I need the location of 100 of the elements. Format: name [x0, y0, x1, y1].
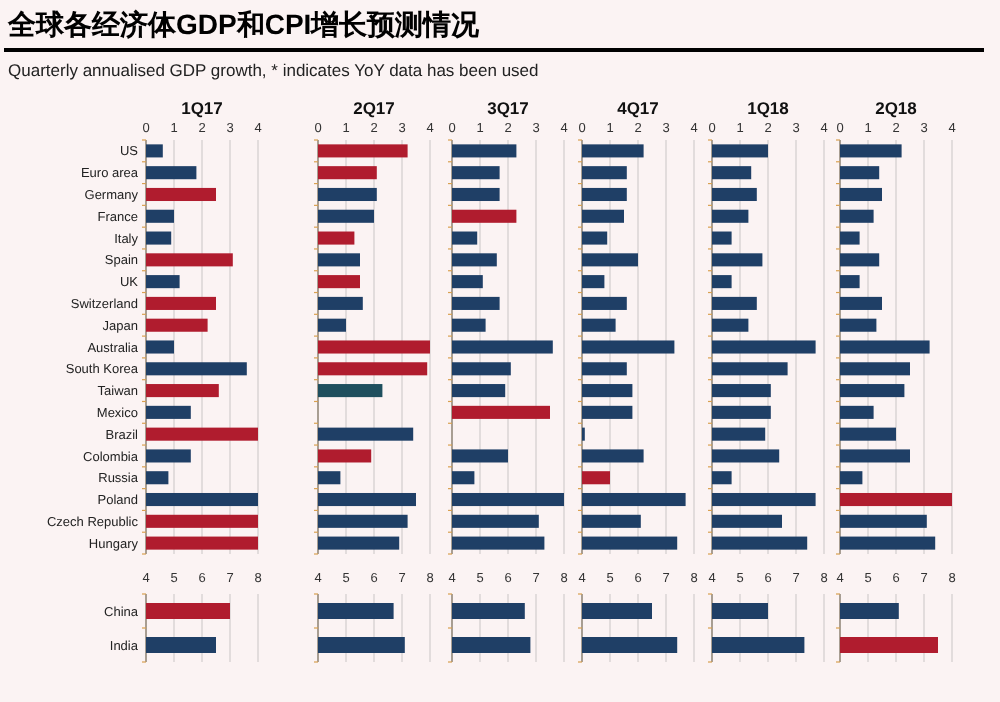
bar [146, 384, 219, 398]
bar [582, 449, 644, 463]
bar [582, 144, 644, 158]
bar [146, 362, 247, 376]
bar [712, 231, 732, 245]
bar [146, 514, 258, 528]
bar [452, 492, 564, 507]
bar [318, 492, 416, 507]
bar [582, 187, 627, 202]
bar [146, 471, 169, 485]
bar [840, 405, 874, 419]
bar [840, 384, 905, 398]
bar [582, 492, 686, 507]
bar [840, 231, 860, 245]
chart-title: 1Q18 [747, 98, 790, 118]
bar [318, 275, 360, 289]
bar [452, 231, 478, 245]
bar [146, 166, 197, 180]
bar [318, 536, 400, 550]
bar [318, 449, 372, 463]
bar [452, 536, 545, 550]
bar [318, 427, 414, 441]
bar [840, 318, 877, 332]
bar [146, 253, 233, 267]
chart-title: 4Q17 [617, 98, 660, 118]
bar [712, 166, 752, 180]
bar [452, 253, 497, 267]
bar [712, 144, 768, 158]
bar [146, 275, 180, 289]
bar [840, 275, 860, 289]
bar [840, 144, 902, 158]
bar [318, 253, 360, 267]
bar [146, 449, 191, 463]
bar [582, 296, 627, 310]
bar [712, 253, 763, 267]
bar [452, 144, 517, 158]
bar [452, 340, 553, 354]
bar [582, 253, 638, 267]
bar [582, 318, 616, 332]
bar [452, 275, 483, 289]
bar [146, 340, 174, 354]
bar [452, 471, 475, 485]
chart-title: 3Q17 [487, 98, 530, 118]
bar [452, 362, 511, 376]
bar [318, 144, 408, 158]
bar [582, 166, 627, 180]
bar [712, 492, 816, 507]
bar [582, 362, 627, 376]
bar [582, 405, 633, 419]
bar [582, 209, 624, 223]
bar [712, 209, 749, 223]
bar [452, 318, 486, 332]
bar [582, 471, 610, 485]
bar [840, 296, 882, 310]
bar [146, 492, 258, 507]
bar [146, 144, 163, 158]
bar [452, 384, 506, 398]
bar [146, 209, 174, 223]
bar [712, 340, 816, 354]
bar [452, 166, 500, 180]
bar [318, 384, 383, 398]
bar [318, 231, 355, 245]
bar [146, 296, 216, 310]
bar [582, 340, 675, 354]
bar [318, 296, 363, 310]
bar [582, 514, 641, 528]
bar [712, 296, 757, 310]
bar [318, 187, 377, 202]
bar [452, 514, 539, 528]
bar [840, 449, 910, 463]
bar [840, 340, 930, 354]
chart-title: 2Q18 [875, 98, 918, 118]
bar [712, 187, 757, 202]
bar [840, 492, 952, 507]
bar [712, 275, 732, 289]
bar [318, 340, 430, 354]
bar [840, 209, 874, 223]
bar [840, 536, 936, 550]
bar [582, 384, 633, 398]
bar [146, 427, 258, 441]
bar [840, 362, 910, 376]
text: 全球各经济体GDP和CPI增长预测情况 [6, 8, 482, 40]
bar [582, 275, 605, 289]
bar [712, 536, 808, 550]
bar [712, 449, 780, 463]
bar [712, 427, 766, 441]
bar [712, 405, 771, 419]
bar [452, 296, 500, 310]
bar [840, 514, 927, 528]
bar [452, 405, 550, 419]
bar [840, 471, 863, 485]
bar [318, 514, 408, 528]
bar [840, 187, 882, 202]
bar [452, 187, 500, 202]
bar [146, 318, 208, 332]
bar [712, 362, 788, 376]
bar [452, 209, 517, 223]
bar [318, 209, 374, 223]
chart-title: 1Q17 [181, 98, 224, 118]
bar [146, 536, 258, 550]
